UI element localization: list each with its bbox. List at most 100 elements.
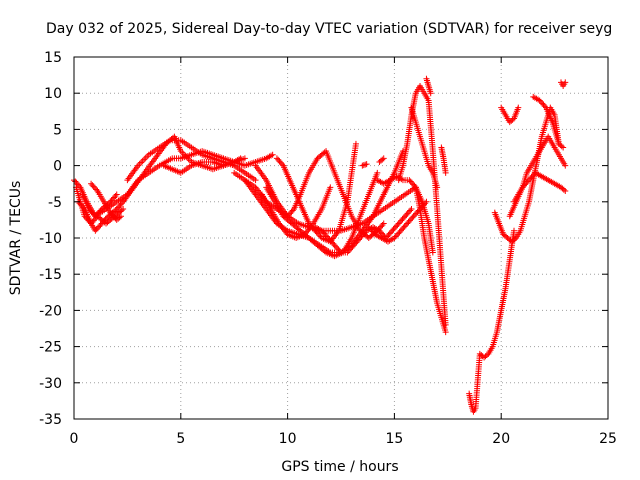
data-point bbox=[112, 207, 119, 214]
data-point bbox=[442, 169, 449, 176]
data-point bbox=[483, 352, 490, 359]
data-point bbox=[522, 181, 529, 188]
data-point bbox=[275, 156, 282, 163]
data-point bbox=[523, 179, 530, 186]
data-point bbox=[330, 240, 337, 247]
data-point bbox=[314, 230, 321, 237]
data-point bbox=[524, 178, 531, 185]
x-tick-label: 10 bbox=[279, 431, 297, 447]
data-point bbox=[406, 177, 413, 184]
data-point bbox=[345, 248, 352, 255]
data-point bbox=[361, 230, 368, 237]
data-point bbox=[346, 246, 353, 253]
data-point bbox=[408, 179, 415, 186]
data-point bbox=[90, 183, 97, 190]
data-point bbox=[287, 210, 294, 217]
data-points bbox=[71, 75, 569, 415]
data-point bbox=[393, 223, 400, 230]
data-point bbox=[402, 221, 409, 228]
data-point bbox=[136, 161, 143, 168]
data-point bbox=[85, 206, 92, 213]
data-point bbox=[379, 156, 386, 163]
data-point bbox=[434, 184, 441, 191]
data-point bbox=[318, 227, 325, 234]
data-point bbox=[408, 216, 415, 223]
data-point bbox=[90, 217, 97, 224]
data-point bbox=[527, 175, 534, 182]
data-point bbox=[405, 208, 412, 215]
series-sat-z bbox=[506, 169, 569, 220]
data-point bbox=[393, 232, 400, 239]
data-point bbox=[329, 239, 336, 246]
data-point bbox=[562, 187, 569, 194]
data-point bbox=[387, 229, 394, 236]
data-point bbox=[92, 227, 99, 234]
data-point bbox=[401, 223, 408, 230]
data-point bbox=[427, 90, 434, 97]
data-point bbox=[350, 242, 357, 249]
data-point bbox=[108, 197, 115, 204]
data-point bbox=[395, 230, 402, 237]
data-point bbox=[536, 97, 543, 104]
data-point bbox=[336, 248, 343, 255]
data-point bbox=[540, 101, 547, 108]
data-point bbox=[357, 235, 364, 241]
data-point bbox=[96, 223, 103, 230]
data-point bbox=[331, 242, 338, 249]
data-point bbox=[562, 79, 569, 86]
data-point bbox=[332, 243, 339, 250]
data-point bbox=[142, 154, 149, 161]
data-point bbox=[404, 220, 411, 227]
data-point bbox=[442, 329, 449, 336]
axis-ticks: 0 5 10 15 20 25 15 10 5 0 -5 -10 -15 -20 -25 -30 -35 bbox=[39, 50, 617, 447]
series-sat-p bbox=[374, 173, 436, 256]
data-point bbox=[321, 230, 328, 237]
data-point bbox=[520, 182, 527, 189]
data-point bbox=[562, 162, 569, 169]
data-point bbox=[408, 206, 415, 213]
series-sat-o bbox=[365, 198, 430, 245]
y-tick-label: -10 bbox=[39, 231, 62, 247]
y-tick-label: 10 bbox=[44, 86, 62, 102]
x-tick-label: 20 bbox=[492, 431, 510, 447]
data-point bbox=[93, 186, 100, 193]
data-point bbox=[97, 207, 104, 214]
series-sat-t bbox=[423, 75, 434, 97]
data-point bbox=[141, 156, 148, 163]
data-point bbox=[241, 155, 248, 162]
data-point bbox=[316, 232, 323, 239]
data-point bbox=[322, 232, 329, 239]
data-point bbox=[528, 174, 535, 181]
data-point bbox=[289, 207, 296, 214]
y-tick-label: -5 bbox=[48, 195, 62, 211]
y-tick-label: -15 bbox=[39, 267, 62, 283]
data-point bbox=[348, 245, 355, 252]
data-point bbox=[389, 227, 396, 234]
series-sat-v bbox=[466, 227, 518, 415]
data-point bbox=[397, 227, 404, 234]
data-point bbox=[334, 245, 341, 252]
series-sat-e bbox=[88, 180, 124, 223]
data-point bbox=[285, 211, 292, 218]
data-point bbox=[411, 211, 418, 218]
data-point bbox=[537, 98, 544, 105]
data-point bbox=[368, 227, 375, 234]
data-point bbox=[112, 193, 119, 200]
y-tick-label: 0 bbox=[53, 159, 62, 175]
data-point bbox=[96, 208, 103, 215]
data-point bbox=[410, 181, 417, 188]
data-point bbox=[399, 226, 406, 233]
data-point bbox=[109, 195, 116, 202]
data-point bbox=[273, 155, 280, 162]
data-point bbox=[380, 220, 387, 227]
data-point bbox=[93, 211, 100, 218]
data-point bbox=[76, 200, 83, 207]
data-point bbox=[376, 227, 383, 234]
series-sat-s bbox=[412, 184, 449, 336]
data-point bbox=[367, 225, 374, 232]
y-tick-label: -20 bbox=[39, 303, 62, 319]
data-point bbox=[107, 198, 114, 205]
data-point bbox=[378, 223, 385, 230]
data-point bbox=[541, 103, 548, 110]
data-point bbox=[308, 223, 315, 230]
